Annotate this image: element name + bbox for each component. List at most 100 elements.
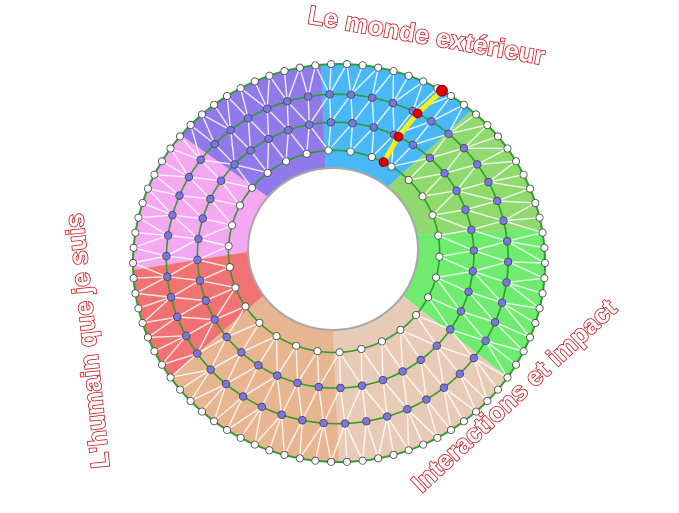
outer-node [236, 84, 245, 93]
mesh-edge [471, 220, 504, 231]
inner-node [440, 169, 449, 178]
inner-node [456, 307, 466, 316]
inner-node [484, 177, 493, 187]
mesh-edge [431, 104, 465, 122]
outer-node [446, 91, 455, 100]
outer-node [493, 132, 502, 141]
mesh-edge [247, 117, 270, 140]
mesh-edge [460, 310, 487, 342]
outer-node [272, 332, 281, 341]
mesh-edge [488, 174, 524, 183]
center-hole [247, 167, 419, 331]
mesh-edge [450, 328, 486, 342]
mesh-edge [179, 135, 202, 161]
outer-node [377, 337, 386, 346]
outer-node [223, 426, 232, 435]
mesh-edge [196, 336, 228, 355]
inner-node [264, 134, 273, 144]
outer-node [531, 319, 540, 328]
highlight-line [381, 88, 445, 165]
outer-node [526, 333, 535, 342]
inner-node [283, 97, 292, 106]
outer-node [428, 211, 437, 220]
mesh-edge [507, 240, 545, 249]
outer-node [503, 373, 512, 382]
mesh-edge [327, 122, 332, 151]
mesh-edge [506, 281, 543, 295]
outer-node [265, 71, 274, 80]
outer-node [223, 91, 232, 100]
inner-node [244, 114, 253, 123]
inner-node [439, 383, 449, 392]
outer-node [231, 283, 240, 292]
outer-node [295, 454, 304, 463]
mesh-edge [147, 335, 187, 339]
outer-node [235, 201, 244, 210]
outer-node [335, 348, 344, 357]
mesh-edge [432, 209, 466, 216]
inner-node [201, 296, 210, 305]
outer-node [540, 243, 549, 252]
inner-node [257, 402, 267, 411]
inner-node [464, 287, 473, 296]
mesh-edge [147, 187, 180, 197]
mesh-edge [391, 157, 431, 168]
mesh-edge [283, 419, 303, 456]
outer-node [412, 310, 421, 319]
inner-node [398, 367, 407, 376]
mesh-edge [443, 387, 452, 431]
mesh-edge [435, 276, 469, 293]
mesh-edge [133, 276, 168, 279]
mesh-edge [459, 373, 488, 402]
mesh-edge [276, 375, 283, 415]
outer-node [134, 304, 143, 313]
outer-node [282, 157, 291, 166]
mesh-edge [138, 214, 173, 219]
mesh-edge [314, 65, 331, 95]
mesh-edge [153, 174, 180, 197]
outer-node [166, 144, 175, 153]
mesh-edge [220, 180, 241, 206]
mesh-edge [316, 351, 320, 388]
mesh-edge [430, 95, 452, 122]
inner-node [163, 231, 173, 240]
outer-node [176, 132, 185, 141]
mesh-edge [463, 124, 488, 149]
outer-node [176, 385, 185, 394]
outer-node [519, 170, 528, 179]
mesh-edge [503, 216, 540, 222]
outer-node [404, 446, 413, 455]
outer-node [247, 183, 256, 192]
mesh-edge [286, 100, 310, 126]
outer-node [131, 228, 140, 237]
mesh-edge [443, 387, 465, 422]
mesh-edge [240, 406, 263, 439]
path-node [393, 131, 404, 142]
inner-node [499, 216, 508, 225]
hole-ellipse [247, 167, 419, 331]
mesh-edge [361, 385, 368, 422]
mesh-edge [179, 194, 211, 200]
inner-node [503, 257, 513, 267]
outer-node [434, 231, 443, 240]
mesh-edge [225, 352, 242, 385]
inner-node [388, 98, 398, 108]
mesh-edge [268, 75, 288, 102]
mesh-edge [473, 240, 508, 252]
mesh-edge [427, 296, 451, 330]
mesh-edge [200, 159, 235, 166]
outer-node [342, 457, 351, 466]
inner-node [263, 104, 272, 113]
mesh-edge [373, 102, 394, 128]
mesh-edge [286, 101, 290, 131]
mesh-edge [210, 351, 242, 371]
outer-node [374, 454, 383, 463]
mesh-edge [494, 321, 525, 352]
mesh-edge [465, 200, 498, 211]
outer-node [129, 274, 138, 283]
outer-node [538, 228, 547, 237]
mesh-edge [338, 352, 342, 389]
inner-node [369, 123, 378, 132]
mesh-edge [459, 373, 477, 412]
outer-node [538, 289, 547, 298]
